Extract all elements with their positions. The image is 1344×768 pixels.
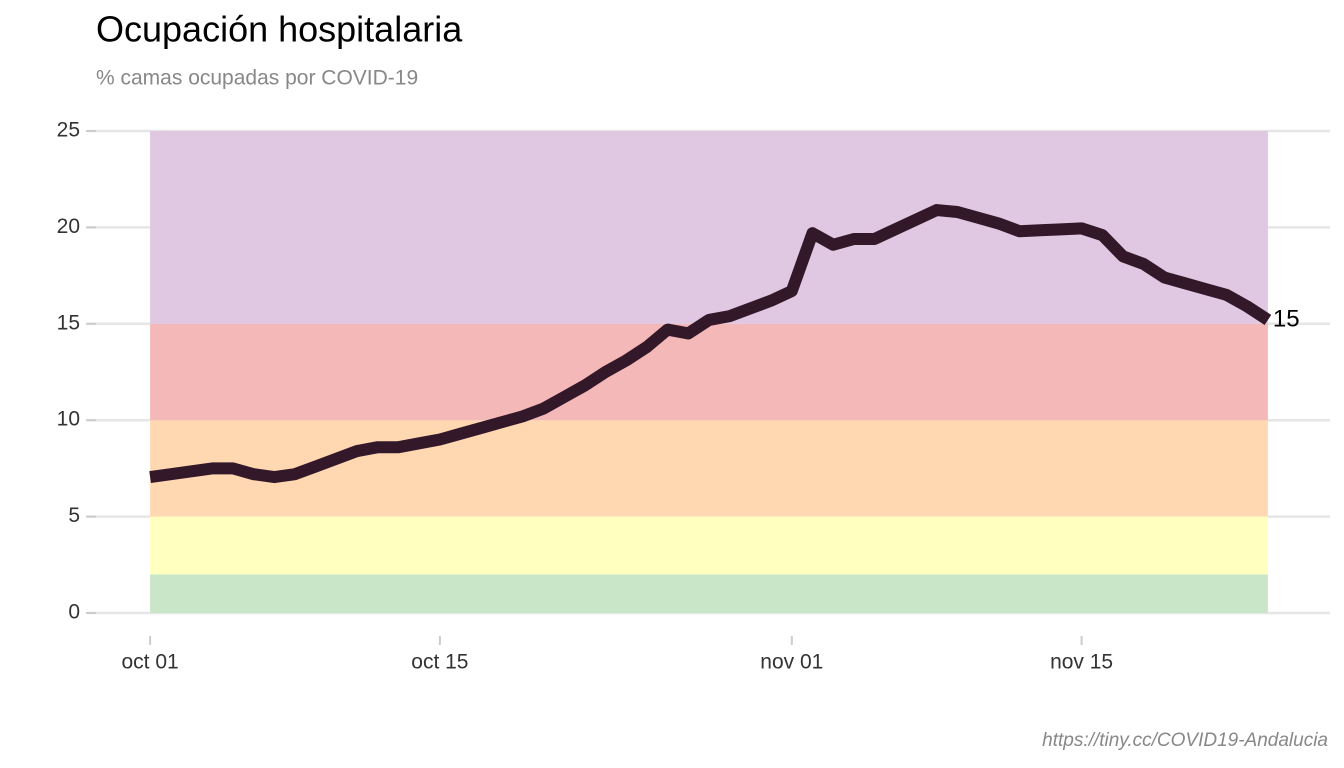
caption: https://tiny.cc/COVID19-Andalucia — [1042, 730, 1328, 751]
x-tick-label: oct 15 — [411, 651, 468, 674]
y-tick-label: 15 — [57, 311, 80, 334]
chart-subtitle: % camas ocupadas por COVID-19 — [96, 67, 418, 90]
x-tick-label: oct 01 — [121, 651, 178, 674]
line — [149, 204, 1272, 484]
y-tick-label: 25 — [57, 119, 80, 142]
y-tick-label: 5 — [68, 504, 80, 527]
x-tick-label: nov 15 — [1050, 651, 1113, 674]
y-tick-label: 10 — [57, 408, 80, 431]
y-tick-label: 0 — [68, 601, 80, 624]
chart-title: Ocupación hospitalaria — [96, 9, 463, 50]
risk-band — [150, 131, 1268, 324]
risk-band — [150, 574, 1268, 613]
y-tick-label: 20 — [57, 215, 80, 238]
risk-band — [150, 323, 1268, 421]
risk-band — [150, 420, 1268, 517]
risk-band — [150, 516, 1268, 575]
end-label: 15 — [1273, 305, 1300, 332]
x-tick-label: nov 01 — [760, 651, 823, 674]
